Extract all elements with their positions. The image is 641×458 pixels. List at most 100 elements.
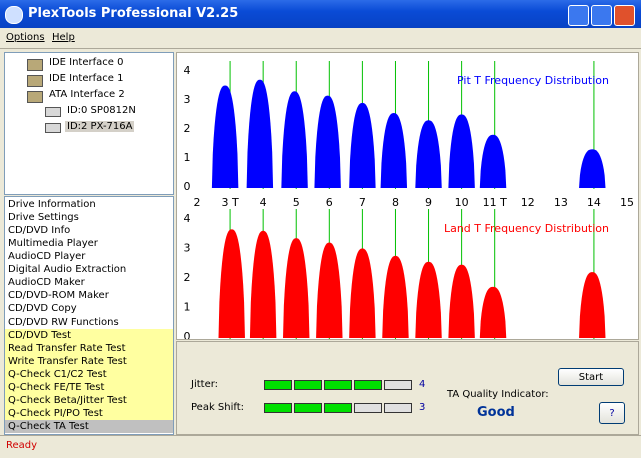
tree-item[interactable]: ID:2 PX-716A xyxy=(65,121,135,132)
interface-icon xyxy=(27,75,43,87)
y-tick-label: 1 xyxy=(184,301,191,314)
status-bar: Ready xyxy=(0,435,641,458)
metric-label: Jitter: xyxy=(191,379,219,390)
chart-title: Pit T Frequency Distribution xyxy=(457,74,609,87)
function-item[interactable]: CD/DVD Info xyxy=(8,225,71,237)
function-item[interactable]: Q-Check C1/C2 Test xyxy=(5,367,173,381)
quality-label: TA Quality Indicator: xyxy=(447,389,549,400)
x-tick-label: 3 T xyxy=(221,196,238,209)
results-panel: Jitter: 4 Peak Shift: 3 TA Quality Indicator… xyxy=(176,341,639,435)
function-item[interactable]: Q-Check PI/PO Test xyxy=(5,406,173,420)
tree-item[interactable]: IDE Interface 0 xyxy=(49,57,124,68)
metric-segment xyxy=(294,403,322,413)
tree-item[interactable]: ATA Interface 2 xyxy=(49,89,125,100)
y-tick-label: 4 xyxy=(184,212,191,225)
function-item[interactable]: CD/DVD Copy xyxy=(8,303,77,315)
function-item[interactable]: Write Transfer Rate Test xyxy=(5,354,173,368)
metric-label: Peak Shift: xyxy=(191,402,245,413)
function-item[interactable]: Q-Check FE/TE Test xyxy=(5,380,173,394)
metric-segment xyxy=(294,380,322,390)
function-item[interactable]: Q-Check Beta/Jitter Test xyxy=(5,393,173,407)
metric-value: 4 xyxy=(419,379,426,390)
x-tick-label: 11 T xyxy=(483,196,507,209)
function-item[interactable]: CD/DVD RW Functions xyxy=(8,316,119,328)
metric-segment xyxy=(324,403,352,413)
close-button[interactable] xyxy=(614,5,635,26)
y-tick-label: 0 xyxy=(184,330,191,339)
function-item[interactable]: Multimedia Player xyxy=(8,238,98,250)
y-tick-label: 1 xyxy=(184,151,191,164)
x-tick-label: 5 xyxy=(293,196,300,209)
function-item[interactable]: Drive Settings xyxy=(8,212,79,224)
x-tick-label: 15 xyxy=(620,196,634,209)
metric-segment xyxy=(384,380,412,390)
y-tick-label: 2 xyxy=(184,271,191,284)
distribution-peak xyxy=(218,229,245,338)
x-tick-label: 7 xyxy=(359,196,366,209)
distribution-peak xyxy=(316,242,343,338)
distribution-peak xyxy=(448,114,475,188)
menu-item[interactable]: Options xyxy=(6,32,45,43)
metric-segment xyxy=(324,380,352,390)
function-item[interactable]: AudioCD Maker xyxy=(8,277,85,289)
metric-value: 3 xyxy=(419,402,426,413)
x-tick-label: 14 xyxy=(587,196,601,209)
x-tick-label: 13 xyxy=(554,196,568,209)
metric-segment xyxy=(354,403,382,413)
tree-item[interactable]: ID:0 SP0812N xyxy=(67,105,136,116)
x-tick-label: 9 xyxy=(425,196,432,209)
function-list: Drive Information Drive Settings CD/DVD In… xyxy=(4,196,174,435)
distribution-peak xyxy=(415,120,442,188)
function-item[interactable]: Read Transfer Rate Test xyxy=(5,341,173,355)
start-button[interactable]: Start xyxy=(558,368,624,386)
tree-item[interactable]: IDE Interface 1 xyxy=(49,73,124,84)
help-button[interactable]: ? xyxy=(599,402,625,424)
x-tick-label: 6 xyxy=(326,196,333,209)
metric-segment xyxy=(384,403,412,413)
metric-segment xyxy=(264,403,292,413)
y-tick-label: 2 xyxy=(184,122,191,135)
distribution-peak xyxy=(579,272,606,338)
drive-icon xyxy=(45,123,61,133)
metric-segment xyxy=(264,380,292,390)
distribution-peak xyxy=(349,248,376,338)
minimize-button[interactable] xyxy=(568,5,589,26)
distribution-peak xyxy=(349,102,376,188)
x-tick-label: 2 xyxy=(194,196,201,209)
distribution-peak xyxy=(246,79,274,188)
quality-value: Good xyxy=(477,405,515,420)
function-item[interactable]: Drive Information xyxy=(8,199,96,210)
metric-segment xyxy=(354,380,382,390)
distribution-peak xyxy=(249,230,277,338)
maximize-button[interactable] xyxy=(591,5,612,26)
y-tick-label: 3 xyxy=(184,242,191,255)
distribution-peak xyxy=(314,95,341,188)
distribution-peak xyxy=(382,255,409,338)
distribution-peak xyxy=(380,113,408,188)
distribution-peak xyxy=(281,91,308,188)
distribution-peak xyxy=(415,261,442,338)
x-tick-label: 12 xyxy=(521,196,535,209)
drive-tree: IDE Interface 0 IDE Interface 1 ATA Interf… xyxy=(4,52,174,195)
distribution-peak xyxy=(579,149,606,188)
x-tick-label: 10 xyxy=(455,196,469,209)
distribution-peak xyxy=(211,85,239,188)
status-text: Ready xyxy=(6,440,38,451)
function-item[interactable]: Q-Check TA Test xyxy=(5,419,173,433)
drive-icon xyxy=(45,107,61,117)
distribution-peak xyxy=(479,286,507,338)
function-item[interactable]: AudioCD Player xyxy=(8,251,86,263)
x-tick-label: 8 xyxy=(392,196,399,209)
function-item[interactable]: Digital Audio Extraction xyxy=(8,264,127,276)
window-title: PlexTools Professional V2.25 xyxy=(28,6,239,21)
chart-title: Land T Frequency Distribution xyxy=(444,222,609,235)
distribution-peak xyxy=(283,238,310,338)
function-item[interactable]: CD/DVD-ROM Maker xyxy=(8,290,109,302)
x-tick-label: 4 xyxy=(260,196,267,209)
menu-item[interactable]: Help xyxy=(52,32,75,43)
function-item[interactable]: CD/DVD Test xyxy=(5,328,173,342)
title-bar: PlexTools Professional V2.25 xyxy=(0,0,641,28)
